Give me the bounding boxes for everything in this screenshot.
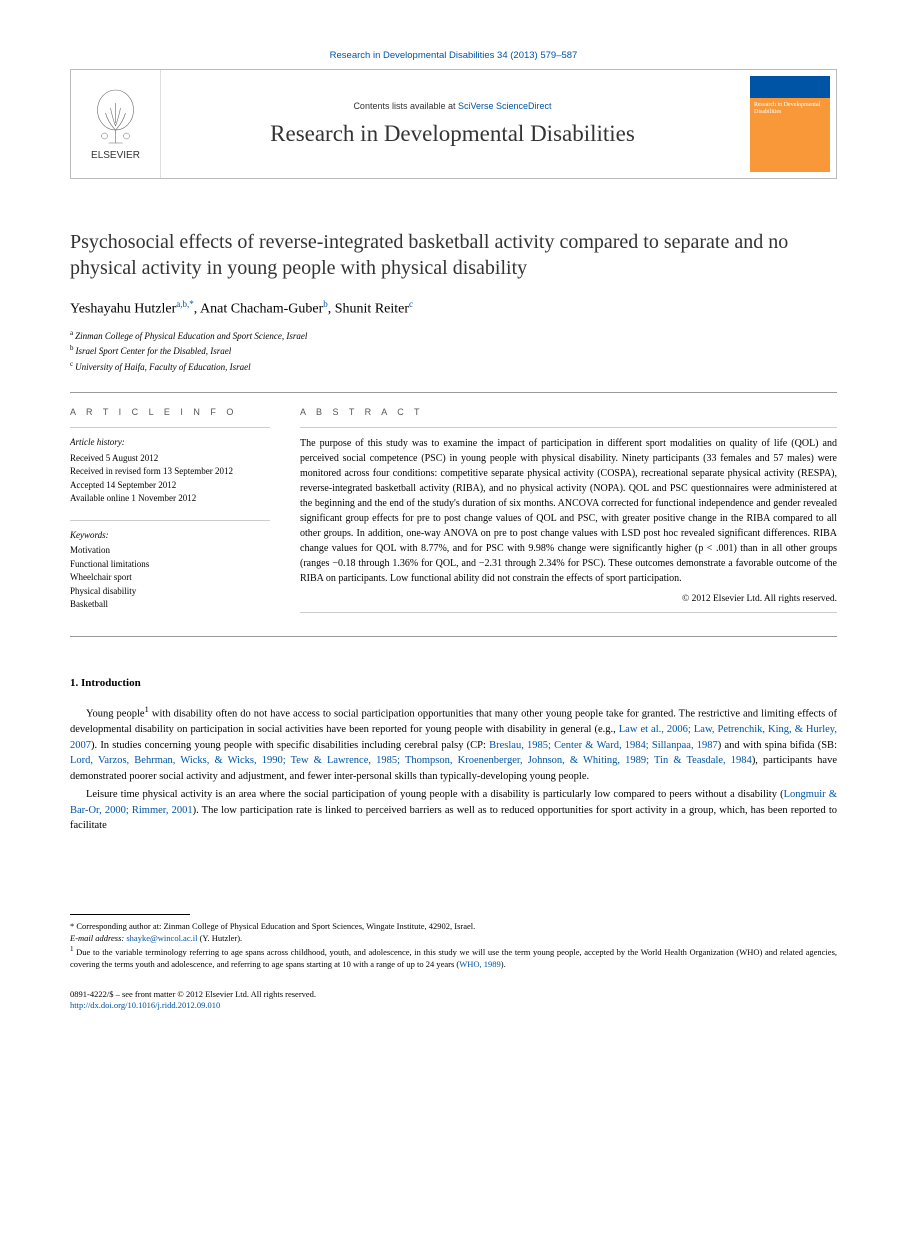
corresponding-author-footnote: * Corresponding author at: Zinman Colleg… (70, 921, 837, 933)
doi-block: 0891-4222/$ – see front matter © 2012 El… (70, 989, 837, 1013)
citation[interactable]: Breslau, 1985; Center & Ward, 1984; Sill… (489, 740, 718, 751)
section-heading-introduction: 1. Introduction (70, 677, 837, 689)
text: Due to the variable terminology referrin… (70, 947, 837, 969)
history-label: Article history: (70, 436, 270, 450)
email-footnote: E-mail address: shayke@wincol.ac.il (Y. … (70, 933, 837, 945)
sciencedirect-link[interactable]: SciVerse ScienceDirect (458, 101, 552, 111)
divider (70, 636, 837, 637)
masthead: ELSEVIER Contents lists available at Sci… (70, 69, 837, 179)
journal-cover-thumb: Research in Developmental Disabilities (750, 76, 830, 172)
masthead-center: Contents lists available at SciVerse Sci… (161, 70, 744, 178)
citation[interactable]: WHO, 1989 (459, 959, 501, 969)
abstract-copyright: © 2012 Elsevier Ltd. All rights reserved… (300, 594, 837, 604)
publisher-logo: ELSEVIER (71, 70, 161, 178)
text: ). (501, 959, 506, 969)
text: ) and with spina bifida (SB: (718, 740, 837, 751)
article-title: Psychosocial effects of reverse-integrat… (70, 229, 837, 281)
body-paragraph-2: Leisure time physical activity is an are… (70, 787, 837, 834)
affiliation-b: bIsrael Sport Center for the Disabled, I… (70, 343, 837, 359)
keyword: Physical disability (70, 585, 270, 599)
email-label: E-mail address: (70, 933, 126, 943)
article-info-header: A R T I C L E I N F O (70, 407, 270, 417)
journal-reference: Research in Developmental Disabilities 3… (70, 50, 837, 61)
doi-link[interactable]: http://dx.doi.org/10.1016/j.ridd.2012.09… (70, 1000, 220, 1010)
body-paragraph-1: Young people1 with disability often do n… (70, 703, 837, 785)
email-link[interactable]: shayke@wincol.ac.il (126, 933, 197, 943)
keyword: Motivation (70, 544, 270, 558)
keyword: Basketball (70, 598, 270, 612)
cover-title-text: Research in Developmental Disabilities (750, 98, 830, 120)
author-2-affil: b (323, 299, 328, 309)
article-info-column: A R T I C L E I N F O Article history: R… (70, 407, 270, 626)
contents-prefix: Contents lists available at (353, 101, 458, 111)
abstract-column: A B S T R A C T The purpose of this stud… (300, 407, 837, 626)
affiliation-a: aZinman College of Physical Education an… (70, 328, 837, 344)
text: (Y. Hutzler). (197, 933, 242, 943)
text: ). In studies concerning young people wi… (91, 740, 489, 751)
keyword: Functional limitations (70, 558, 270, 572)
author-1-affil: a,b,* (176, 299, 194, 309)
divider (300, 612, 837, 613)
divider (70, 520, 270, 521)
divider (300, 427, 837, 428)
author-1: Yeshayahu Hutzler (70, 302, 176, 317)
footnote-divider (70, 914, 190, 915)
abstract-text: The purpose of this study was to examine… (300, 436, 837, 586)
authors-line: Yeshayahu Hutzlera,b,*, Anat Chacham-Gub… (70, 299, 837, 318)
affiliations: aZinman College of Physical Education an… (70, 328, 837, 375)
cover-band (750, 76, 830, 98)
info-abstract-row: A R T I C L E I N F O Article history: R… (70, 393, 837, 636)
contents-available-line: Contents lists available at SciVerse Sci… (353, 101, 551, 111)
affiliation-c: cUniversity of Haifa, Faculty of Educati… (70, 359, 837, 375)
footnote-1: 1 Due to the variable terminology referr… (70, 945, 837, 971)
elsevier-tree-icon (88, 88, 143, 148)
author-3-affil: c (409, 299, 413, 309)
keywords-label: Keywords: (70, 529, 270, 543)
author-3: Shunit Reiter (335, 302, 409, 317)
author-2: Anat Chacham-Guber (200, 302, 323, 317)
article-history-block: Article history: Received 5 August 2012 … (70, 436, 270, 506)
issn-copyright-line: 0891-4222/$ – see front matter © 2012 El… (70, 989, 837, 1001)
revised-date: Received in revised form 13 September 20… (70, 465, 270, 479)
publisher-name: ELSEVIER (91, 150, 140, 161)
accepted-date: Accepted 14 September 2012 (70, 479, 270, 493)
keywords-block: Keywords: Motivation Functional limitati… (70, 529, 270, 612)
text: Leisure time physical activity is an are… (86, 789, 784, 800)
divider (70, 427, 270, 428)
journal-title: Research in Developmental Disabilities (270, 121, 635, 147)
abstract-header: A B S T R A C T (300, 407, 837, 417)
keyword: Wheelchair sport (70, 571, 270, 585)
text: Young people (86, 708, 145, 719)
received-date: Received 5 August 2012 (70, 452, 270, 466)
citation[interactable]: Lord, Varzos, Behrman, Wicks, & Wicks, 1… (70, 755, 752, 766)
online-date: Available online 1 November 2012 (70, 492, 270, 506)
